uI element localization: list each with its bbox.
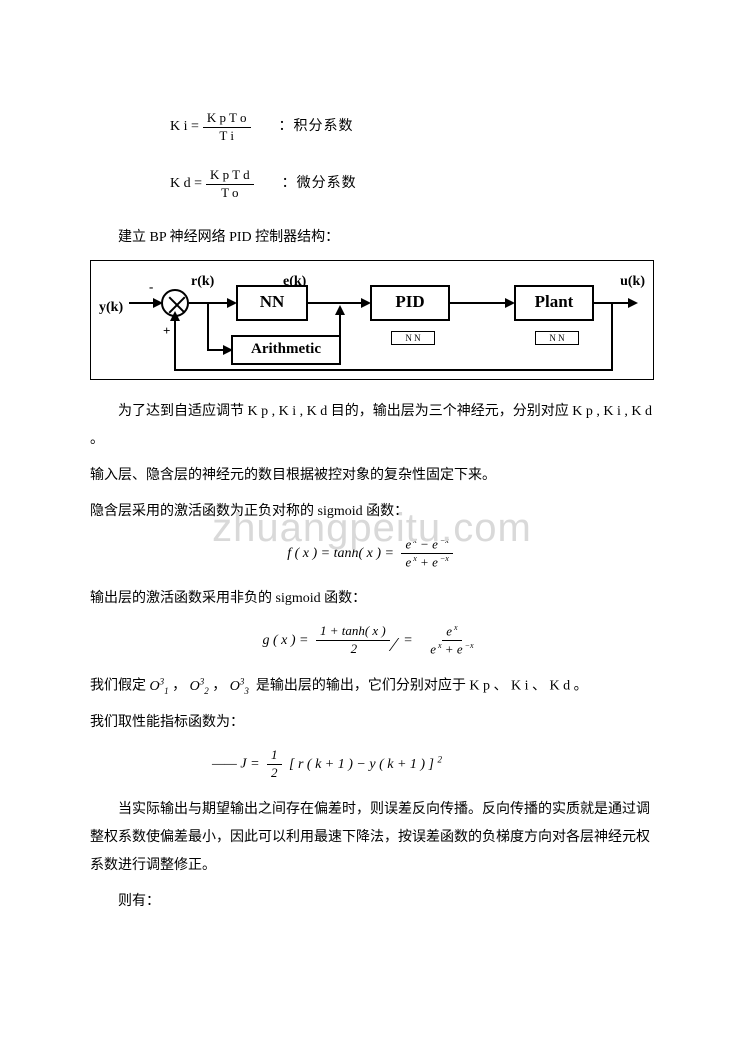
kd-left: K d = xyxy=(170,171,202,198)
j-num: 1 xyxy=(267,747,282,765)
kd-label: ：微分系数 xyxy=(282,171,357,198)
box-pid: PID xyxy=(370,285,450,321)
kd-fraction: K p T d T o xyxy=(206,167,254,202)
formula-fx: f ( x ) = tanh( x ) = e x − e −x e x + e… xyxy=(90,536,654,571)
arrow-icon xyxy=(335,305,345,315)
sig-u: u(k) xyxy=(620,269,645,296)
j-den: 2 xyxy=(267,765,282,782)
arrow-icon xyxy=(170,311,180,321)
gx-right-num: e x xyxy=(442,623,461,641)
o1: O31 xyxy=(150,679,169,694)
formula-gx: g ( x ) = 1 + tanh( x ) 2 ⁄ = e x e x + … xyxy=(90,623,654,658)
p6-prefix: 我们假定 xyxy=(90,679,146,694)
gx-eq: = xyxy=(403,633,412,648)
gx-mid-num: 1 + tanh( x ) xyxy=(316,623,390,641)
gx-right-den: e x + e −x xyxy=(426,641,477,658)
j-right: [ r ( k + 1 ) − y ( k + 1 ) ] 2 xyxy=(289,757,442,772)
kd-den: T o xyxy=(217,185,242,202)
line xyxy=(611,302,613,370)
formula-ki: K i = K p T o T i ：积分系数 xyxy=(170,110,654,145)
sig-y: y(k) xyxy=(99,295,123,322)
fx-den: e x + e −x xyxy=(401,554,452,571)
ki-fraction: K p T o T i xyxy=(203,110,251,145)
j-frac: 1 2 xyxy=(267,747,282,782)
ki-den: T i xyxy=(215,128,238,145)
line xyxy=(174,317,176,371)
fx-frac: e x − e −x e x + e −x xyxy=(401,536,452,571)
paragraph-6: 我们假定 O31 ， O32 ， O33 是输出层的输出，它们分别对应于 K p… xyxy=(90,672,654,701)
plus-sign: + xyxy=(163,319,170,344)
line xyxy=(207,302,209,350)
o2: O32 xyxy=(190,679,209,694)
arrow-icon xyxy=(628,298,638,308)
minus-sign: - xyxy=(149,275,153,300)
paragraph-8: 当实际输出与期望输出之间存在偏差时，则误差反向传播。反向传播的实质就是通过调整权… xyxy=(90,796,654,880)
smallbox-nn-1: N N xyxy=(391,331,435,345)
gx-frac1: 1 + tanh( x ) 2 ⁄ xyxy=(316,623,390,658)
fx-num: e x − e −x xyxy=(401,536,452,554)
ki-left: K i = xyxy=(170,114,199,141)
box-arithmetic: Arithmetic xyxy=(231,335,341,365)
block-diagram: y(k) r(k) e(k) u(k) - + NN PID Plant N N… xyxy=(90,260,654,380)
paragraph-2: 为了达到自适应调节 K p , K i , K d 目的，输出层为三个神经元，分… xyxy=(90,398,654,454)
gx-frac2: e x e x + e −x xyxy=(426,623,477,658)
kd-num: K p T d xyxy=(206,167,254,185)
paragraph-3: 输入层、隐含层的神经元的数目根据被控对象的复杂性固定下来。 xyxy=(90,462,654,490)
formula-j: —— J = 1 2 [ r ( k + 1 ) − y ( k + 1 ) ]… xyxy=(0,747,654,782)
box-nn: NN xyxy=(236,285,308,321)
sig-r: r(k) xyxy=(191,269,214,296)
line xyxy=(308,302,368,304)
ki-label: ：积分系数 xyxy=(279,114,354,141)
gx-mid-den: 2 xyxy=(347,641,360,658)
o3: O33 xyxy=(230,679,249,694)
ki-num: K p T o xyxy=(203,110,251,128)
formula-kd: K d = K p T d T o ：微分系数 xyxy=(170,167,654,202)
gx-left: g ( x ) = xyxy=(262,633,308,648)
smallbox-nn-2: N N xyxy=(535,331,579,345)
arrow-icon xyxy=(223,345,233,355)
paragraph-7: 我们取性能指标函数为： xyxy=(90,709,654,737)
fx-left: f ( x ) = tanh( x ) = xyxy=(287,546,394,561)
paragraph-5: 输出层的激活函数采用非负的 sigmoid 函数： xyxy=(90,585,654,613)
paragraph-4: 隐含层采用的激活函数为正负对称的 sigmoid 函数： xyxy=(90,498,654,526)
j-left: —— J = xyxy=(212,757,260,772)
paragraph-intro: 建立 BP 神经网络 PID 控制器结构： xyxy=(90,224,654,252)
paragraph-9: 则有： xyxy=(90,888,654,916)
line xyxy=(450,302,512,304)
p6-suffix: 是输出层的输出，它们分别对应于 K p 、 K i 、 K d 。 xyxy=(256,679,588,694)
line xyxy=(174,369,613,371)
box-plant: Plant xyxy=(514,285,594,321)
